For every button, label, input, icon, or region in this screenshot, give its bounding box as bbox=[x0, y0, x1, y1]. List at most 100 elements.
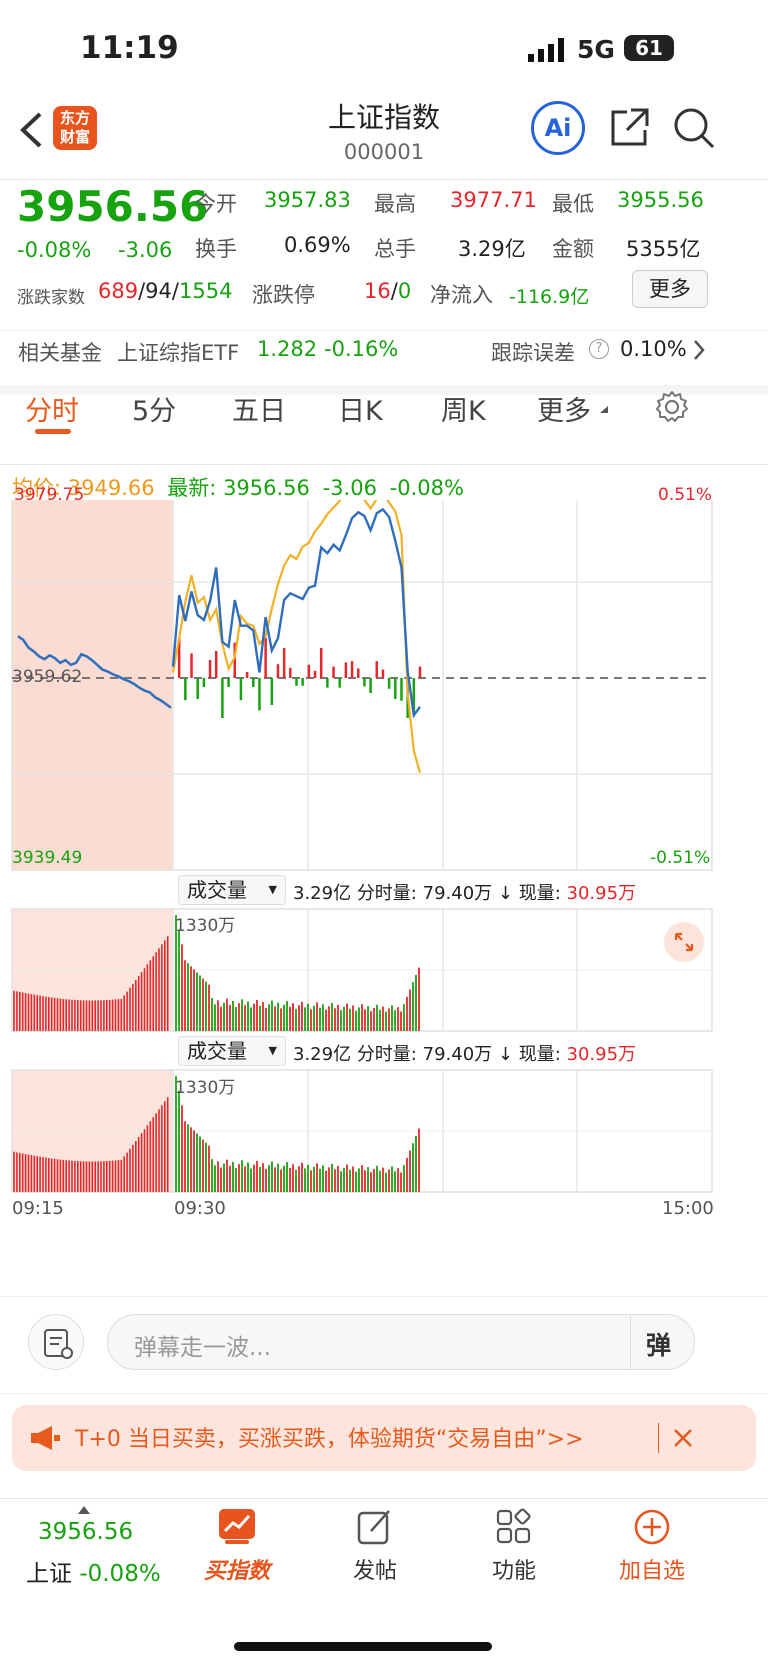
tracking-error-value: 0.10% bbox=[620, 337, 687, 361]
price-line bbox=[171, 507, 421, 719]
caret-up-icon bbox=[78, 1506, 90, 1514]
home-indicator bbox=[234, 1642, 492, 1651]
divider bbox=[658, 1423, 659, 1453]
megaphone-icon bbox=[31, 1426, 60, 1450]
nav-functions[interactable]: 功能 bbox=[459, 1499, 569, 1585]
signal-icon bbox=[528, 38, 564, 62]
chart-tabs: 分时 5分 五日 日K 周K 更多 bbox=[0, 391, 768, 465]
avg-price-line bbox=[171, 500, 422, 773]
search-icon[interactable] bbox=[672, 106, 716, 150]
chevron-right-icon bbox=[694, 340, 705, 360]
expand-icon bbox=[674, 932, 694, 952]
bottom-name: 上证 bbox=[26, 1561, 72, 1587]
nav-bar: 东方 财富 上证指数 000001 Ai bbox=[0, 100, 768, 180]
divider bbox=[630, 1315, 631, 1369]
avg-label: 均价: bbox=[12, 476, 62, 500]
nav-add-watchlist-label: 加自选 bbox=[618, 1559, 685, 1584]
amount-label: 金额 bbox=[552, 237, 594, 261]
pct-axis-top-label: 0.51% bbox=[658, 485, 713, 505]
avg-value: 3949.66 bbox=[67, 476, 155, 500]
tab-more[interactable]: 更多 bbox=[537, 396, 591, 427]
limit-values: 16/0 bbox=[364, 279, 412, 303]
close-icon[interactable] bbox=[672, 1427, 694, 1449]
danmu-toggle[interactable]: 弹 bbox=[646, 1331, 672, 1360]
volume-selector-label: 成交量 bbox=[187, 878, 247, 902]
more-button[interactable]: 更多 bbox=[632, 270, 708, 308]
legend-pct: -0.08% bbox=[389, 476, 464, 500]
nav-add-watchlist[interactable]: 加自选 bbox=[597, 1499, 707, 1585]
y-axis-mid-label: 3959.62 bbox=[12, 667, 83, 687]
chart-legend: 均价: 3949.66 最新: 3956.56 -3.06 -0.08% bbox=[12, 472, 464, 502]
fund-pct: -0.16% bbox=[324, 337, 399, 361]
minute-volume: 79.40万 ↓ bbox=[422, 883, 513, 904]
grid-icon bbox=[496, 1508, 531, 1544]
quote-panel: 3956.56 -0.08% -3.06 今开 3957.83 最高 3977.… bbox=[0, 180, 768, 330]
fund-label: 相关基金 bbox=[18, 341, 102, 365]
pct-axis-bottom-label: -0.51% bbox=[650, 848, 711, 868]
volume-summary: 3.29亿 分时量: 79.40万 ↓ 现量: 30.95万 bbox=[293, 879, 636, 905]
volume-peak-label-2: 1330万 bbox=[175, 1078, 236, 1098]
share-icon[interactable] bbox=[609, 106, 651, 148]
inflow-value: -116.9亿 bbox=[509, 286, 590, 308]
volume-peak-label: 1330万 bbox=[175, 916, 236, 936]
high-value: 3977.71 bbox=[450, 188, 537, 212]
battery-icon: 61 bbox=[624, 35, 674, 61]
fund-name: 上证综指ETF bbox=[117, 341, 240, 365]
volume-selector-2[interactable]: 成交量 ▼ bbox=[178, 1036, 286, 1066]
tab-weekly-k[interactable]: 周K bbox=[441, 396, 486, 427]
inflow-label: 净流入 bbox=[430, 283, 493, 307]
change-pct: -0.08% bbox=[17, 238, 92, 262]
tab-5day[interactable]: 五日 bbox=[232, 396, 286, 427]
last-value: 3956.56 bbox=[223, 476, 310, 500]
last-label: 最新: bbox=[167, 476, 217, 500]
pre-open-shade bbox=[12, 500, 173, 870]
fund-price: 1.282 bbox=[257, 337, 318, 361]
promo-banner[interactable]: T+0 当日买卖，买涨买跌，体验期货“交易自由”>> bbox=[12, 1405, 756, 1471]
tab-daily-k[interactable]: 日K bbox=[338, 396, 383, 427]
tab-indicator bbox=[35, 429, 71, 434]
pre-open-line bbox=[17, 635, 172, 709]
turnover-value: 0.69% bbox=[284, 233, 351, 257]
ai-button[interactable]: Ai bbox=[531, 101, 585, 155]
time-label-start: 09:15 bbox=[12, 1198, 64, 1219]
tab-intraday[interactable]: 分时 bbox=[25, 396, 79, 427]
page-title: 上证指数 bbox=[327, 101, 440, 134]
limit-label: 涨跌停 bbox=[252, 283, 315, 307]
minute-volume-label: 分时量: bbox=[356, 1044, 417, 1065]
plus-circle-icon bbox=[634, 1509, 670, 1545]
danmu-placeholder: 弹幕走一波... bbox=[134, 1335, 271, 1361]
bottom-price: 3956.56 bbox=[38, 1519, 134, 1545]
tab-5min[interactable]: 5分 bbox=[132, 396, 177, 427]
price-plot bbox=[11, 500, 713, 871]
gear-icon[interactable] bbox=[655, 390, 689, 424]
current-volume: 30.95万 bbox=[566, 1044, 637, 1065]
chevron-left-icon[interactable] bbox=[18, 112, 44, 148]
danmu-input[interactable]: 弹幕走一波... 弹 bbox=[107, 1314, 695, 1370]
limit-up-count: 16 bbox=[364, 279, 391, 303]
volume-selector-label: 成交量 bbox=[187, 1039, 247, 1063]
related-fund-row[interactable]: 相关基金 上证综指ETF 1.282 -0.16% 跟踪误差 ? 0.10% bbox=[0, 330, 768, 395]
low-value: 3955.56 bbox=[617, 188, 704, 212]
time-label-close: 15:00 bbox=[662, 1198, 714, 1219]
intraday-chart[interactable] bbox=[0, 500, 768, 1296]
breadth-values: 689/94/1554 bbox=[98, 279, 233, 303]
expand-button[interactable] bbox=[664, 922, 704, 962]
ai-label: Ai bbox=[544, 114, 572, 142]
y-axis-bottom-label: 3939.49 bbox=[12, 848, 83, 868]
volume-plot-2 bbox=[11, 1069, 713, 1193]
volume-total: 3.29亿 bbox=[293, 1044, 352, 1065]
flat-count: 94 bbox=[145, 279, 172, 303]
app-logo: 东方 财富 bbox=[53, 106, 97, 150]
minute-volume: 79.40万 ↓ bbox=[422, 1044, 513, 1065]
volume-summary-2: 3.29亿 分时量: 79.40万 ↓ 现量: 30.95万 bbox=[293, 1040, 636, 1066]
tracking-error-label: 跟踪误差 bbox=[491, 341, 575, 365]
up-count: 689 bbox=[98, 279, 139, 303]
high-label: 最高 bbox=[374, 192, 416, 216]
nav-post[interactable]: 发帖 bbox=[320, 1499, 430, 1585]
nav-buy-index[interactable]: 买指数 bbox=[182, 1499, 292, 1585]
volume-selector[interactable]: 成交量 ▼ bbox=[178, 875, 286, 905]
help-icon[interactable]: ? bbox=[589, 339, 609, 359]
notes-button[interactable] bbox=[28, 1314, 84, 1370]
network-label: 5G bbox=[577, 35, 615, 64]
document-icon bbox=[44, 1329, 73, 1359]
